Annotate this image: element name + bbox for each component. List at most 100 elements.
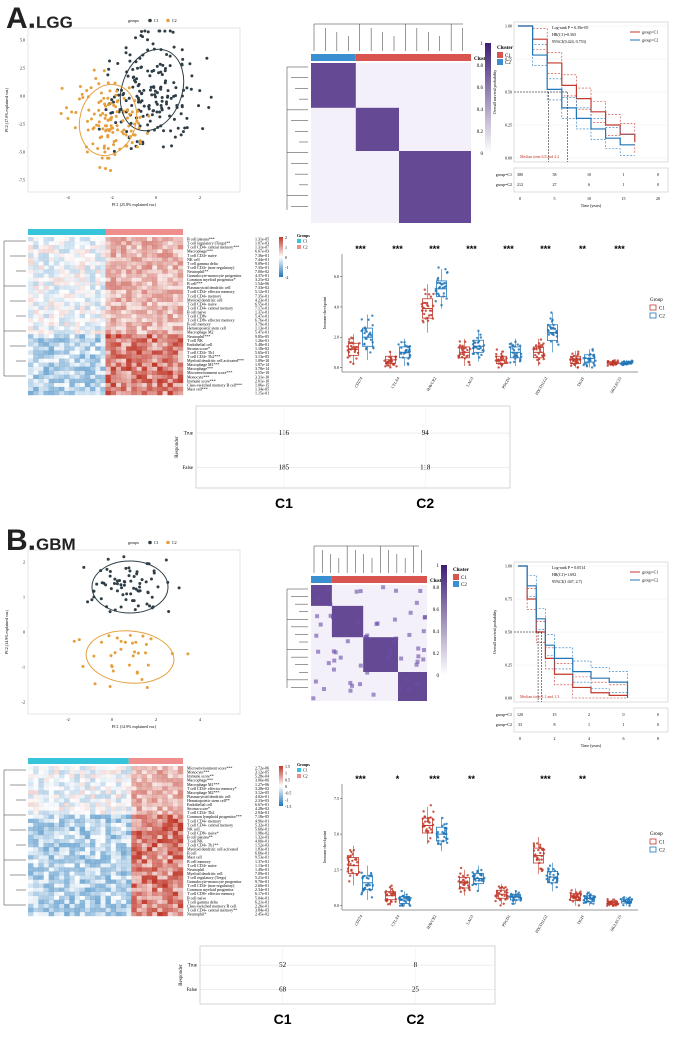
- immune-heatmap-cell: [90, 911, 96, 917]
- immune-heatmap-cell: [136, 903, 142, 909]
- immune-legend-c1-label: C1: [303, 239, 308, 244]
- immune-heatmap-cell: [105, 907, 111, 913]
- immune-heatmap-cell: [53, 790, 60, 795]
- checkpoint-point-c1: [352, 345, 355, 348]
- checkpoint-point-c1: [390, 884, 393, 887]
- immune-heatmap-cell: [172, 378, 179, 384]
- immune-heatmap-cell: [162, 895, 168, 900]
- km-xtick: 10: [587, 196, 591, 201]
- km-stat-line: 95%CI(0.424, 0.753): [552, 39, 587, 45]
- immune-row-label: Myeloid dendritic cell: [187, 297, 223, 302]
- immune-heatmap-cell: [146, 790, 153, 795]
- immune-legend-c1-label: C1: [303, 768, 308, 773]
- immune-row-label: Microenvironment score***: [187, 370, 232, 375]
- immune-heatmap-cell: [105, 301, 111, 307]
- immune-heatmap-cell: [90, 289, 96, 294]
- pca-point-c1: [99, 597, 103, 601]
- immune-heatmap-cell: [121, 766, 127, 771]
- immune-heatmap-cell: [126, 830, 132, 836]
- pca-point-c2: [106, 103, 110, 107]
- immune-heatmap-cell: [136, 330, 142, 335]
- immune-heatmap-cell: [141, 362, 148, 367]
- checkpoint-ytick: 0.0: [334, 365, 339, 370]
- immune-heatmap-cell: [43, 766, 49, 771]
- checkpoint-point-c2: [436, 278, 439, 281]
- immune-heatmap-cell: [69, 782, 75, 787]
- immune-heatmap-cell: [79, 826, 86, 832]
- immune-heatmap-cell: [59, 301, 65, 307]
- immune-heatmap-cell: [157, 810, 163, 815]
- immune-heatmap-cell: [28, 366, 34, 371]
- immune-heatmap-cell: [177, 770, 184, 775]
- immune-heatmap-cell: [48, 305, 55, 311]
- pca-point-c1: [146, 123, 150, 127]
- pca-point-c2: [92, 68, 96, 72]
- immune-heatmap-cell: [152, 810, 158, 815]
- pca-point-c2: [130, 641, 134, 645]
- immune-heatmap-cell: [141, 301, 148, 307]
- risk-table-value: 1: [588, 722, 590, 727]
- immune-row-label: B cell***: [187, 281, 202, 286]
- immune-heatmap-cell: [146, 843, 153, 848]
- immune-heatmap-cell: [79, 358, 86, 363]
- significance-stars: ***: [503, 244, 514, 254]
- immune-heatmap-cell: [100, 265, 106, 270]
- immune-heatmap-cell: [167, 838, 173, 844]
- immune-heatmap-cell: [172, 847, 179, 852]
- immune-heatmap-cell: [38, 826, 44, 832]
- immune-heatmap-cell: [141, 786, 148, 791]
- immune-heatmap-cell: [38, 386, 44, 392]
- immune-heatmap-cell: [115, 342, 122, 347]
- immune-heatmap-cell: [28, 815, 33, 819]
- immune-heatmap-cell: [84, 802, 91, 807]
- immune-heatmap-cell: [48, 362, 55, 367]
- immune-heatmap-cell: [33, 322, 39, 327]
- immune-heatmap-cell: [152, 863, 158, 868]
- checkpoint-point-c2: [362, 888, 366, 892]
- immune-heatmap-cell: [48, 766, 55, 771]
- checkpoint-point-c2: [443, 823, 446, 826]
- immune-heatmap-cell: [121, 273, 127, 278]
- immune-heatmap-cell: [110, 847, 117, 852]
- immune-heatmap-cell: [53, 293, 60, 298]
- pca-point-c1: [160, 95, 164, 99]
- immune-row-pvalue: 1.83e-01: [255, 847, 269, 852]
- checkpoint-gene-label: HAVCR2: [425, 914, 437, 930]
- immune-heatmap-cell: [64, 871, 70, 876]
- immune-heatmap-cell: [131, 802, 137, 807]
- pca-point-c1: [188, 62, 192, 66]
- immune-row-pvalue: 9.85e-05: [255, 334, 269, 339]
- immune-heatmap-cell: [141, 802, 148, 807]
- immune-heatmap-cell: [121, 806, 127, 811]
- immune-heatmap-cell: [33, 843, 39, 848]
- pca-point-c2: [86, 128, 90, 132]
- immune-heatmap-cell: [33, 313, 39, 319]
- immune-heatmap-cell: [64, 313, 70, 319]
- immune-heatmap-cell: [38, 778, 44, 783]
- immune-heatmap-cell: [131, 774, 137, 779]
- immune-heatmap-cell: [79, 891, 86, 896]
- pca-point-c2: [59, 112, 63, 116]
- immune-heatmap-cell: [162, 289, 168, 294]
- pca-point-c1: [115, 582, 119, 586]
- immune-heatmap-cell: [43, 859, 49, 864]
- immune-heatmap-cell: [69, 859, 75, 864]
- immune-heatmap-cell: [79, 814, 86, 819]
- pca-point-c1: [131, 68, 135, 72]
- immune-heatmap-cell: [131, 855, 137, 860]
- checkpoint-point-c1: [503, 894, 506, 898]
- immune-heatmap-cell: [85, 811, 90, 815]
- immune-heatmap-cell: [177, 289, 184, 294]
- immune-heatmap-cell: [141, 281, 148, 286]
- immune-heatmap-cell: [152, 326, 158, 331]
- pca-point-c2: [111, 130, 115, 134]
- immune-heatmap-cell: [146, 822, 153, 828]
- immune-heatmap-cell: [59, 798, 65, 803]
- immune-heatmap-cell: [126, 798, 132, 803]
- immune-heatmap-cell: [162, 838, 168, 844]
- immune-heatmap-cell: [48, 802, 55, 807]
- immune-heatmap-cell: [131, 346, 137, 351]
- checkpoint-point-c1: [466, 348, 469, 352]
- pca-point-c2: [127, 663, 131, 667]
